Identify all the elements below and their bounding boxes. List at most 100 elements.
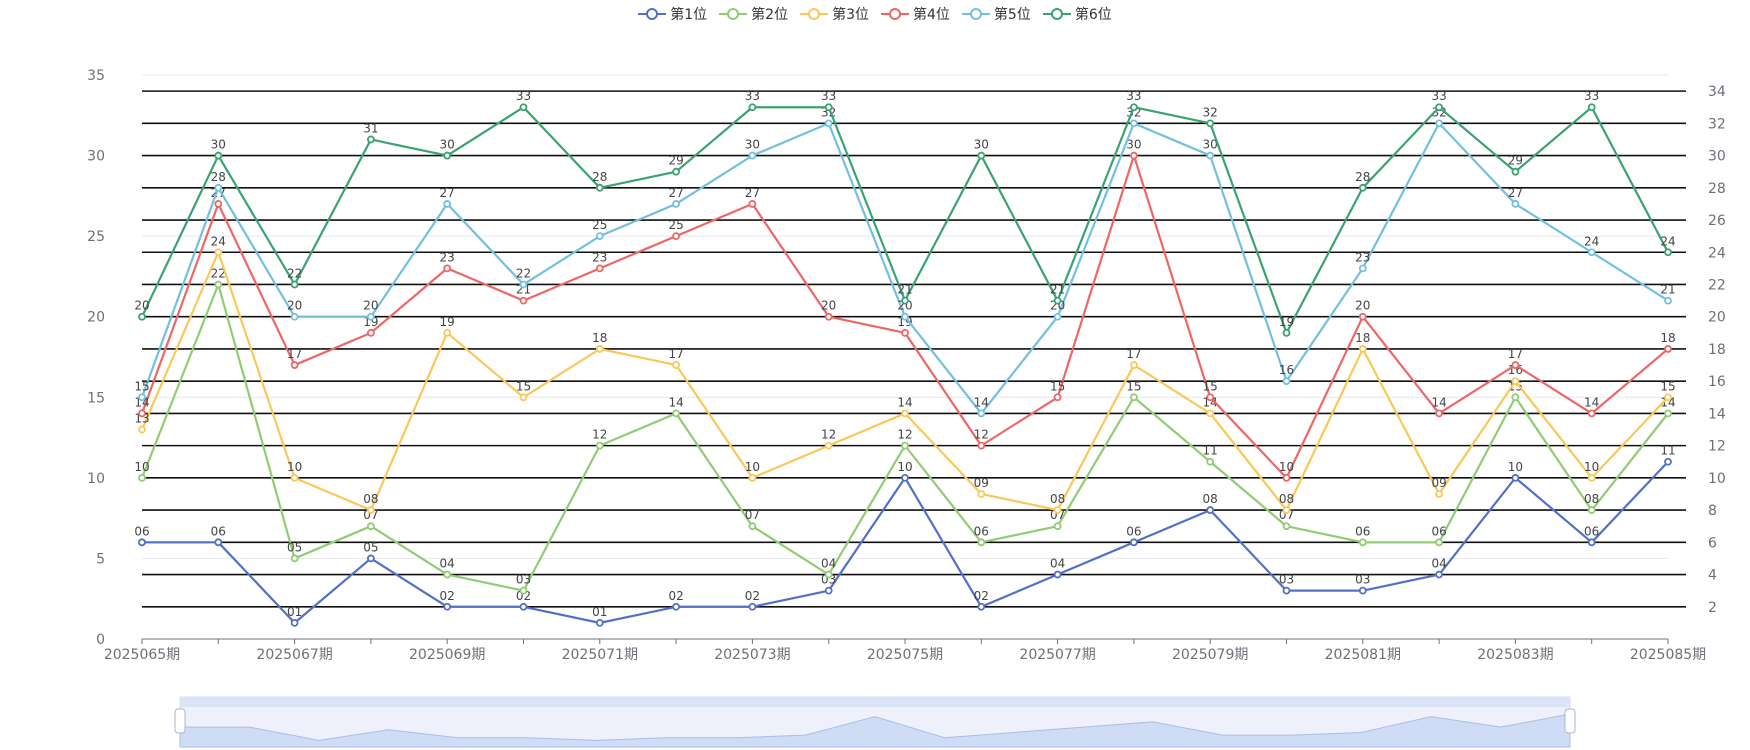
data-point[interactable] (1358, 312, 1367, 321)
data-point[interactable] (519, 103, 528, 112)
data-point[interactable] (1282, 506, 1291, 514)
data-point[interactable] (1435, 570, 1443, 579)
data-point[interactable] (1587, 538, 1596, 547)
data-point[interactable] (595, 264, 604, 273)
data-point[interactable] (672, 232, 680, 241)
data-point[interactable] (1053, 393, 1062, 402)
data-point[interactable] (748, 602, 757, 611)
data-point[interactable] (1282, 377, 1291, 386)
data-point[interactable] (366, 312, 375, 321)
data-point[interactable] (977, 490, 986, 498)
data-point[interactable] (443, 328, 452, 337)
data-point[interactable] (1358, 586, 1367, 595)
data-point[interactable] (1282, 328, 1291, 337)
data-point[interactable] (1435, 490, 1443, 498)
data-point[interactable] (1358, 264, 1367, 273)
data-point[interactable] (977, 151, 986, 160)
data-point[interactable] (214, 538, 223, 547)
data-point[interactable] (443, 570, 452, 579)
data-point[interactable] (1053, 522, 1062, 531)
data-point[interactable] (214, 200, 223, 208)
data-point[interactable] (1511, 200, 1520, 208)
data-point[interactable] (901, 328, 909, 337)
data-point[interactable] (519, 586, 528, 595)
data-point[interactable] (1206, 409, 1215, 418)
data-point[interactable] (138, 312, 146, 321)
data-point[interactable] (1664, 409, 1672, 418)
data-point[interactable] (1130, 151, 1138, 160)
data-point[interactable] (824, 103, 833, 112)
data-point[interactable] (1511, 361, 1520, 369)
data-point[interactable] (1587, 103, 1596, 112)
data-point[interactable] (1206, 119, 1215, 128)
data-point[interactable] (672, 602, 680, 611)
data-point[interactable] (1587, 409, 1596, 418)
data-point[interactable] (519, 296, 528, 305)
data-point[interactable] (366, 554, 375, 563)
data-point[interactable] (366, 328, 375, 337)
datazoom-top-bar[interactable] (180, 697, 1570, 707)
legend-item-4[interactable]: 第4位 (881, 4, 950, 24)
data-point[interactable] (214, 248, 223, 257)
data-point[interactable] (901, 312, 909, 321)
data-point[interactable] (824, 586, 833, 595)
data-point[interactable] (1130, 538, 1138, 547)
data-point[interactable] (672, 200, 680, 208)
data-point[interactable] (1587, 506, 1596, 514)
data-point[interactable] (1282, 586, 1291, 595)
data-point[interactable] (1511, 473, 1520, 482)
data-point[interactable] (1587, 473, 1596, 482)
legend-item-5[interactable]: 第5位 (961, 4, 1031, 24)
data-point[interactable] (1206, 457, 1215, 466)
data-point[interactable] (519, 393, 528, 402)
data-point[interactable] (1511, 377, 1520, 386)
data-point[interactable] (595, 232, 604, 241)
data-point[interactable] (290, 361, 299, 369)
data-point[interactable] (1664, 345, 1672, 353)
data-point[interactable] (595, 345, 604, 353)
data-point[interactable] (138, 538, 146, 547)
data-point[interactable] (290, 554, 299, 563)
data-point[interactable] (290, 280, 299, 289)
data-point[interactable] (443, 151, 452, 160)
data-point[interactable] (1664, 393, 1672, 402)
data-point[interactable] (1053, 312, 1062, 321)
data-point[interactable] (1587, 248, 1596, 257)
data-point[interactable] (1130, 361, 1138, 369)
data-point[interactable] (901, 473, 909, 482)
data-point[interactable] (1435, 119, 1443, 128)
data-point[interactable] (1130, 119, 1138, 128)
data-point[interactable] (748, 473, 757, 482)
data-point[interactable] (1206, 151, 1215, 160)
data-point[interactable] (1664, 248, 1672, 257)
data-point[interactable] (977, 441, 986, 450)
data-point[interactable] (1130, 103, 1138, 112)
legend-item-1[interactable]: 第1位 (638, 4, 707, 24)
data-point[interactable] (1282, 473, 1291, 482)
datazoom-handle-left[interactable] (174, 708, 186, 734)
data-point[interactable] (901, 409, 909, 418)
data-point[interactable] (443, 602, 452, 611)
data-point[interactable] (1358, 538, 1367, 547)
data-point[interactable] (1511, 393, 1520, 402)
data-point[interactable] (290, 618, 299, 627)
data-point[interactable] (138, 409, 146, 418)
data-point[interactable] (1053, 296, 1062, 305)
data-point[interactable] (138, 393, 146, 402)
data-point[interactable] (977, 538, 986, 547)
data-point[interactable] (977, 409, 986, 418)
data-point[interactable] (748, 522, 757, 531)
data-point[interactable] (1206, 506, 1215, 514)
data-point[interactable] (824, 119, 833, 128)
data-point[interactable] (824, 570, 833, 579)
data-point[interactable] (214, 280, 223, 289)
data-point[interactable] (1130, 393, 1138, 402)
data-point[interactable] (1435, 103, 1443, 112)
data-point[interactable] (366, 522, 375, 531)
data-point[interactable] (595, 183, 604, 192)
data-point[interactable] (1206, 393, 1215, 402)
data-point[interactable] (366, 506, 375, 514)
data-point[interactable] (366, 135, 375, 144)
data-point[interactable] (214, 151, 223, 160)
data-point[interactable] (1358, 183, 1367, 192)
